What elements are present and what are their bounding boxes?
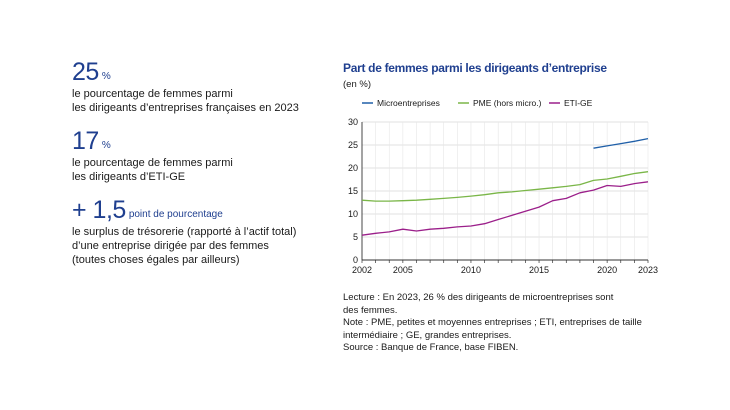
legend-label: Microentreprises xyxy=(377,98,440,108)
note-line: Note : PME, petites et moyennes entrepri… xyxy=(343,317,642,328)
note-line: Lecture : En 2023, 26 % des dirigeants d… xyxy=(343,292,614,303)
legend-label: ETI-GE xyxy=(564,98,593,108)
kpi-description-line: les dirigeants d’entreprises françaises … xyxy=(72,102,299,114)
kpi-value: + 1,5 xyxy=(72,196,126,224)
kpi-panel: 25% le pourcentage de femmes parmi les d… xyxy=(72,60,337,281)
x-tick-label: 2015 xyxy=(529,265,549,275)
y-tick-label: 15 xyxy=(348,186,358,196)
x-tick-label: 2020 xyxy=(597,265,617,275)
x-tick-label: 2005 xyxy=(393,265,413,275)
x-tick-label: 2010 xyxy=(461,265,481,275)
legend-label: PME (hors micro.) xyxy=(473,98,542,108)
x-tick-label: 2023 xyxy=(638,265,658,275)
y-tick-label: 10 xyxy=(348,209,358,219)
series-line-2 xyxy=(361,181,649,236)
kpi-description-line: (toutes choses égales par ailleurs) xyxy=(72,254,240,266)
note-line: des femmes. xyxy=(343,304,398,316)
kpi-description-line: le surplus de trésorerie (rapporté à l’a… xyxy=(72,226,297,238)
kpi-description-line: le pourcentage de femmes parmi xyxy=(72,88,233,100)
x-tick-label: 2002 xyxy=(352,265,372,275)
kpi-description: le pourcentage de femmes parmi les dirig… xyxy=(72,156,337,184)
note-line: intermédiaire ; GE, grandes entreprises. xyxy=(343,329,512,341)
kpi-description-line: les dirigeants d’ETI-GE xyxy=(72,171,186,183)
kpi-value: 25 xyxy=(72,58,99,86)
y-tick-label: 5 xyxy=(353,232,358,242)
series-line-1 xyxy=(361,171,649,202)
kpi-unit: % xyxy=(101,71,111,82)
kpi-description-line: le pourcentage de femmes parmi xyxy=(72,157,233,169)
kpi-unit: point de pourcentage xyxy=(128,209,223,220)
kpi-treasury-surplus: + 1,5 point de pourcentage le surplus de … xyxy=(72,198,337,267)
y-tick-label: 25 xyxy=(348,140,358,150)
chart-notes: Lecture : En 2023, 26 % des dirigeants d… xyxy=(343,292,673,355)
kpi-value: 17 xyxy=(72,127,99,155)
chart-title: Part de femmes parmi les dirigeants d’en… xyxy=(343,61,607,75)
y-tick-label: 0 xyxy=(353,255,358,265)
kpi-description-line: d’une entreprise dirigée par des femmes xyxy=(72,240,269,252)
line-chart: 0 5 10 15 20 25 30 2002 2005 2010 2015 2020 2023 Micr… xyxy=(348,98,658,275)
kpi-description: le surplus de trésorerie (rapporté à l’a… xyxy=(72,225,337,267)
kpi-women-share-eti-ge: 17% le pourcentage de femmes parmi les d… xyxy=(72,129,337,184)
y-tick-label: 20 xyxy=(348,163,358,173)
kpi-unit: % xyxy=(101,140,111,151)
y-tick-label: 30 xyxy=(348,117,358,127)
kpi-description: le pourcentage de femmes parmi les dirig… xyxy=(72,87,337,115)
chart-unit-label: (en %) xyxy=(343,79,371,90)
note-line: Source : Banque de France, base FIBEN. xyxy=(343,342,519,353)
series-line-0 xyxy=(593,137,649,149)
kpi-women-share-2023: 25% le pourcentage de femmes parmi les d… xyxy=(72,60,337,115)
